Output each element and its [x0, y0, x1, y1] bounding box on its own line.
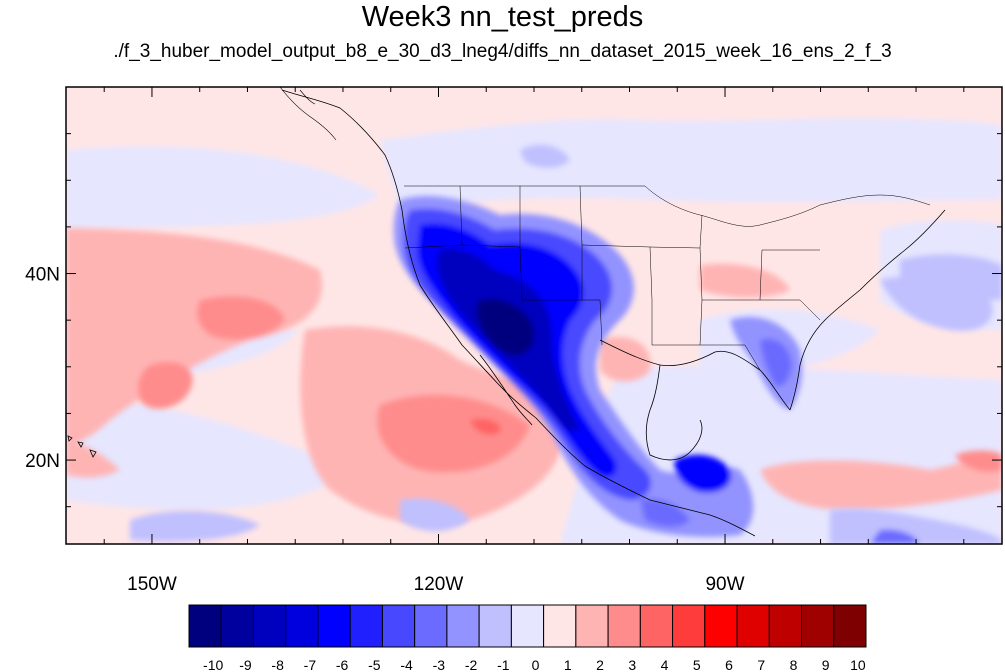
colorbar-box — [575, 604, 609, 648]
colorbar-box — [349, 604, 383, 648]
y-axis-ticks: 40N 20N — [25, 133, 1002, 508]
coastline-outline — [281, 89, 946, 537]
colorbar-box — [672, 604, 706, 648]
colorbar-box — [833, 604, 867, 648]
colorbar-label: -6 — [336, 657, 349, 672]
alaska-coast — [279, 87, 337, 141]
colorbar-label: -5 — [368, 657, 381, 672]
chart-subtitle: ./f_3_huber_model_output_b8_e_30_d3_lneg… — [113, 41, 892, 62]
cold-anomaly-core — [393, 195, 754, 537]
colorbar-label: 3 — [628, 657, 636, 672]
colorbar-box — [639, 604, 674, 648]
colorbar-label: 5 — [693, 657, 701, 672]
colorbar-label: 0 — [532, 657, 540, 672]
chart-title: Week3 nn_test_preds — [361, 1, 644, 33]
colorbar-box — [317, 604, 351, 648]
colorbar-box — [478, 604, 512, 648]
colorbar-box — [607, 604, 641, 648]
colorbar-label: 7 — [757, 657, 765, 672]
colorbar-box — [414, 604, 448, 648]
colorbar-box — [736, 604, 770, 648]
colorbar-label: 9 — [822, 657, 830, 672]
colorbar-label: 2 — [596, 657, 604, 672]
colorbar-label: 1 — [564, 657, 572, 672]
x-tick-label: 150W — [127, 574, 177, 595]
colorbar-box — [801, 604, 835, 648]
colorbar-boxes — [188, 604, 867, 648]
colorbar-box — [704, 604, 738, 648]
colorbar-box — [446, 604, 480, 648]
colorbar-box — [188, 604, 222, 648]
ocean-warm-bands — [66, 228, 1002, 524]
us-borders — [404, 185, 931, 371]
colorbar-label: -7 — [304, 657, 317, 672]
colorbar-box — [381, 604, 416, 648]
colorbar-label: -2 — [465, 657, 478, 672]
anomaly-map: 150W 120W 90W 40N 20N — [25, 86, 1003, 595]
colorbar-box — [285, 604, 319, 648]
colorbar-label: -8 — [271, 657, 284, 672]
colorbar-label: 4 — [661, 657, 669, 672]
colorbar-label: 8 — [790, 657, 798, 672]
colorbar-label: -1 — [497, 657, 510, 672]
x-tick-label: 120W — [414, 574, 464, 595]
x-axis-ticks: 150W 120W 90W — [103, 87, 965, 595]
east-cool-anomaly — [130, 144, 1002, 544]
colorbar-label: -9 — [239, 657, 252, 672]
colorbar-label: 6 — [725, 657, 733, 672]
colorbar-box — [768, 604, 803, 648]
y-tick-label: 40N — [25, 265, 60, 286]
colorbar-label: -10 — [203, 657, 223, 672]
colorbar-box — [252, 604, 287, 648]
colorbar-box — [543, 604, 577, 648]
y-tick-label: 20N — [25, 451, 60, 472]
colorbar-label: -3 — [433, 657, 446, 672]
colorbar-label: -4 — [400, 657, 413, 672]
colorbar-box — [220, 604, 254, 648]
x-tick-label: 90W — [705, 574, 744, 595]
hawaii-islands — [67, 435, 97, 458]
colorbar-box — [510, 604, 545, 648]
colorbar-label: 10 — [850, 657, 866, 672]
colorbar-labels: -10 -9 -8 -7 -6 -5 -4 -3 -2 -1 0 1 2 3 4 5 6 7 8 9 10 — [203, 657, 866, 672]
